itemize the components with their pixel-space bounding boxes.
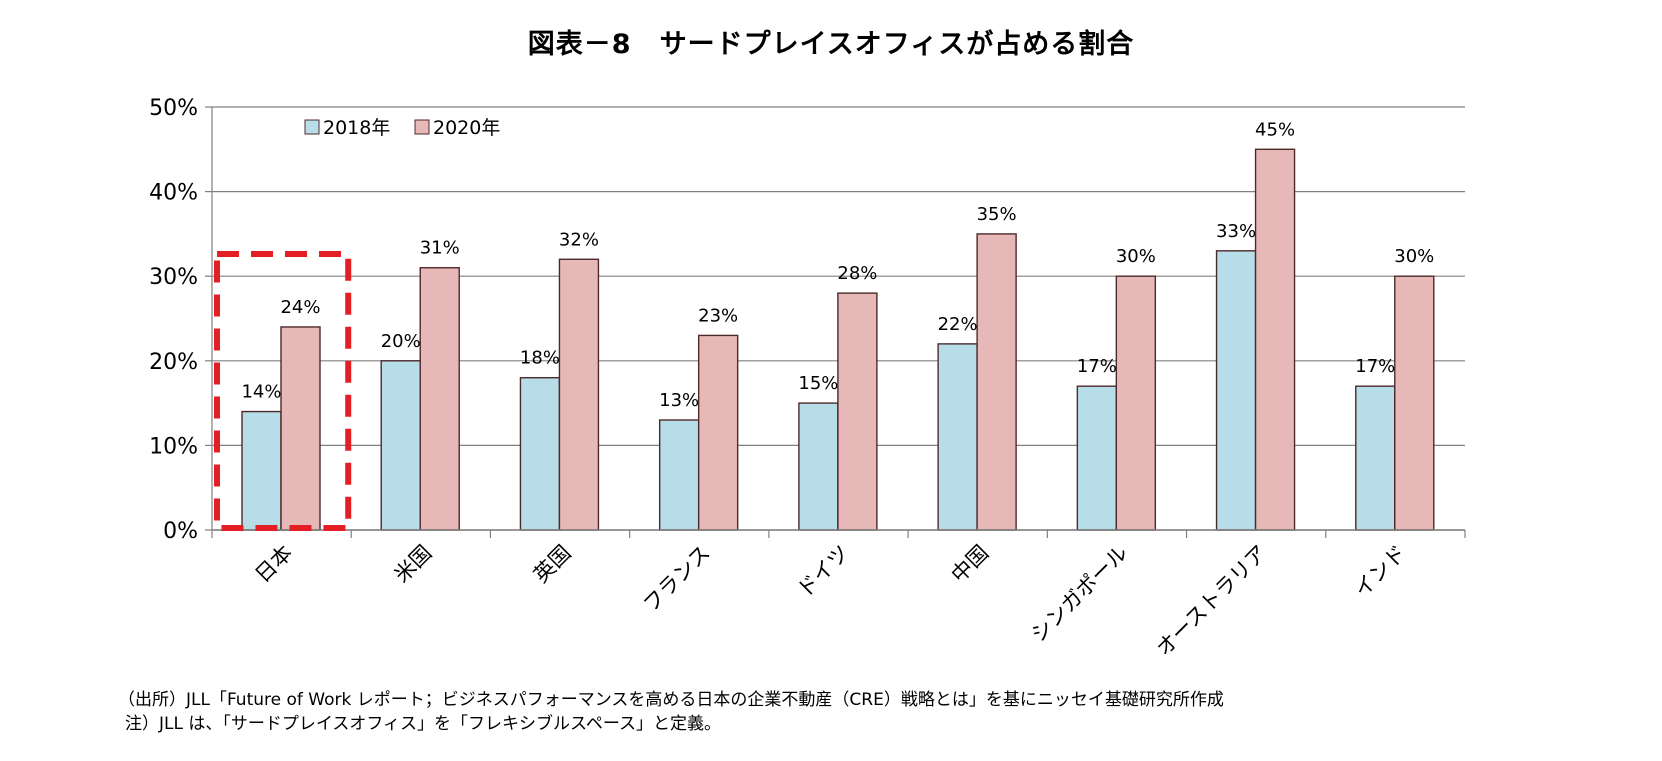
bar-2020 [280,326,321,531]
data-label: 15% [798,373,838,394]
category-label: 米国 [390,541,437,588]
bar-2018 [1215,250,1257,531]
source-note: （出所）JLL「Future of Work レポート；ビジネスパフォーマンスを… [118,690,1224,710]
category-label: 中国 [947,541,994,588]
bar-2020 [697,334,739,531]
data-label: 14% [241,382,281,403]
category-label: ドイツ [793,541,855,603]
bar-2018 [241,410,282,531]
data-label: 35% [977,204,1017,225]
y-axis-ticks: 0% 10% 20% 30% 40% 50% [149,96,198,544]
legend-swatch [304,119,320,135]
data-label: 17% [1355,356,1395,377]
category-label: 英国 [529,541,576,588]
category-label: シンガポール [1026,541,1132,647]
bar-2020 [558,258,600,531]
data-label: 28% [837,263,877,284]
bar-2020 [976,233,1017,531]
category-label: インド [1349,541,1411,603]
data-label: 24% [280,297,320,318]
y-tick-label: 10% [149,434,198,459]
legend-label: 2020年 [433,117,500,139]
data-label: 13% [659,390,699,411]
data-label: 30% [1116,246,1156,267]
data-label: 22% [938,314,978,335]
bar-2018 [1076,385,1118,531]
data-label: 30% [1394,246,1434,267]
definition-note: 注）JLL は、「サードプレイスオフィス」を「フレキシブルスペース」と定義。 [125,714,721,734]
bar-chart: 0% 10% 20% 30% 40% 50% 14% 20% 18% 13% 15% 22% 17% 3… [149,96,1466,661]
data-label: 45% [1255,119,1295,140]
legend-label: 2018年 [323,117,390,139]
data-label: 31% [420,238,460,259]
data-labels: 14% 20% 18% 13% 15% 22% 17% 33% 17% 24% 31% 32% 23% 2… [241,119,1434,411]
bar-2020 [1115,275,1157,531]
category-label: フランス [639,541,715,617]
data-label: 23% [698,305,738,326]
legend: 2018年 2020年 [304,117,500,139]
legend-swatch [414,119,430,135]
category-label: 日本 [250,541,297,588]
data-label: 33% [1216,221,1256,242]
category-label: オーストラリア [1152,541,1272,661]
chart-title: 図表－8 サードプレイスオフィスが占める割合 [527,29,1135,60]
y-tick-label: 20% [149,350,198,375]
y-tick-label: 40% [149,181,198,206]
data-label: 18% [520,348,560,369]
bar-2020 [419,267,460,531]
data-label: 32% [559,229,599,250]
data-label: 17% [1077,356,1117,377]
notes: （出所）JLL「Future of Work レポート；ビジネスパフォーマンスを… [118,688,1224,736]
bar-2018 [380,360,421,531]
bar-2018 [1355,385,1396,531]
bar-2020 [1394,275,1435,531]
data-label: 20% [381,331,421,352]
y-tick-label: 0% [163,519,198,544]
x-axis [211,529,1466,538]
bar-2020 [837,292,878,531]
bar-2018 [798,402,839,531]
bar-2018 [937,343,978,531]
bar-2020 [1254,148,1296,531]
y-tick-label: 30% [149,265,198,290]
bar-2018 [519,377,561,531]
category-labels: 日本 米国 英国 フランス ドイツ 中国 シンガポール オーストラリア インド [250,541,1410,661]
bar-2018 [658,419,700,531]
bars [241,148,1435,531]
y-tick-label: 50% [149,96,198,121]
